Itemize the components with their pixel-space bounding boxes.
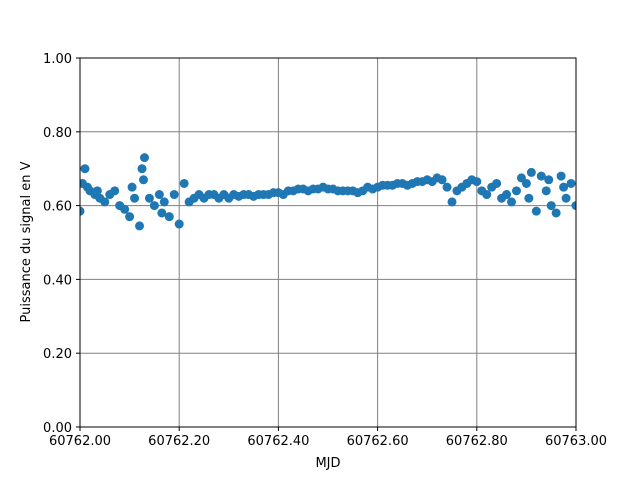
point: [551, 208, 561, 218]
point: [559, 182, 569, 192]
point: [100, 197, 110, 207]
point: [92, 186, 102, 196]
point: [556, 171, 566, 181]
point: [154, 190, 164, 200]
x-tick-label: 60763.00: [545, 434, 607, 449]
y-axis-label: Puissance du signal en V: [19, 161, 34, 322]
point: [174, 219, 184, 229]
point: [125, 212, 135, 222]
point: [447, 197, 457, 207]
point: [541, 186, 551, 196]
point: [135, 221, 145, 231]
y-tick-label: 0.20: [43, 347, 72, 362]
x-tick-label: 60762.40: [247, 434, 309, 449]
point: [546, 201, 556, 211]
point: [566, 178, 576, 188]
y-tick-label: 1.00: [43, 52, 72, 67]
point: [80, 164, 90, 174]
x-tick-label: 60762.60: [347, 434, 409, 449]
point: [502, 190, 512, 200]
y-tick-label: 0.60: [43, 200, 72, 215]
point: [521, 178, 531, 188]
points: [80, 153, 576, 231]
point: [571, 201, 576, 211]
point: [507, 197, 517, 207]
point: [482, 190, 492, 200]
point: [526, 167, 536, 177]
plot-area: [79, 57, 577, 428]
axes-frame: [79, 57, 577, 428]
point: [472, 177, 482, 187]
point: [492, 178, 502, 188]
point: [536, 171, 546, 181]
point: [159, 197, 169, 207]
point: [524, 193, 534, 203]
point: [130, 193, 140, 203]
point: [544, 175, 554, 185]
point: [110, 186, 120, 196]
point: [82, 182, 92, 192]
x-tick-label: 60762.80: [446, 434, 508, 449]
x-axis-label: MJD: [315, 456, 340, 471]
point: [169, 190, 179, 200]
x-tick-label: 60762.20: [148, 434, 210, 449]
point: [157, 208, 167, 218]
point: [138, 175, 148, 185]
point: [179, 178, 189, 188]
point: [164, 212, 174, 222]
point: [561, 193, 571, 203]
point: [149, 201, 159, 211]
point: [127, 182, 137, 192]
point: [442, 182, 452, 192]
point: [144, 193, 154, 203]
point: [137, 164, 147, 174]
point: [139, 153, 149, 163]
point: [531, 206, 541, 216]
point: [511, 186, 521, 196]
point: [80, 206, 85, 216]
point: [437, 175, 447, 185]
y-tick-label: 0.80: [43, 126, 72, 141]
x-tick-label: 60762.00: [49, 434, 111, 449]
y-tick-label: 0.00: [43, 421, 72, 436]
point: [120, 204, 130, 214]
y-tick-label: 0.40: [43, 273, 72, 288]
